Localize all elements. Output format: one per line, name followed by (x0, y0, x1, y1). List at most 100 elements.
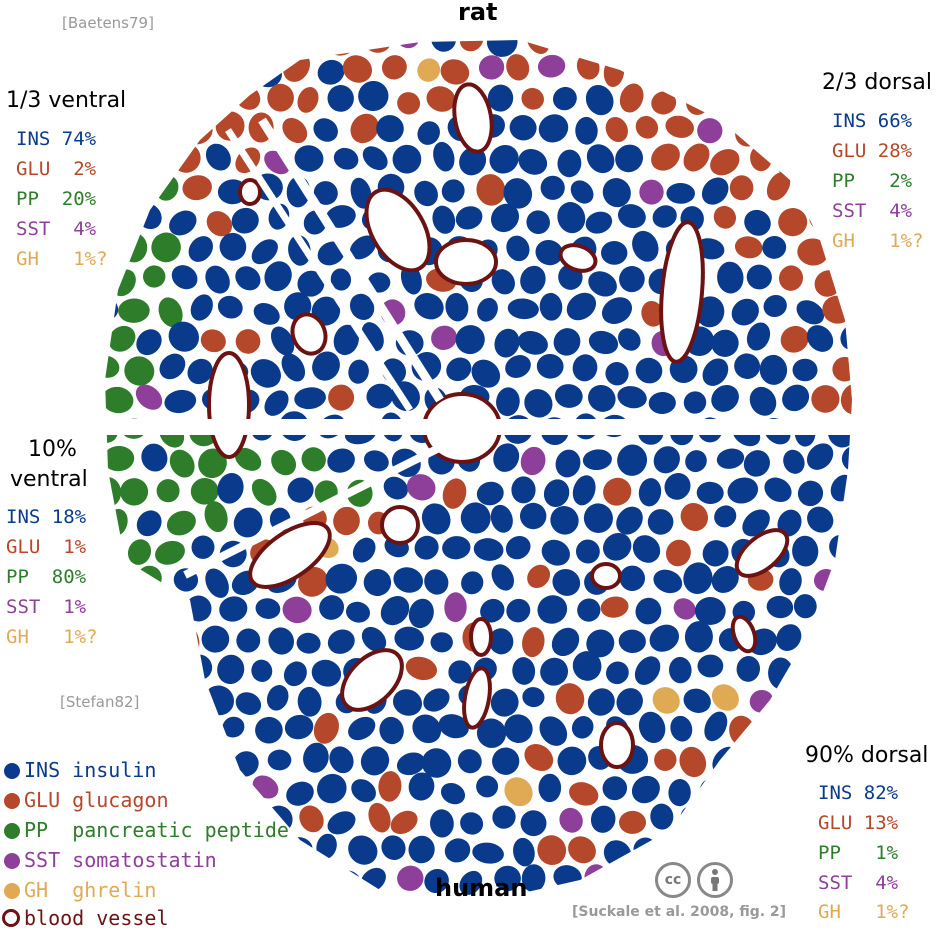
islet-cell (553, 328, 581, 356)
islet-cell (217, 295, 243, 319)
rat-dorsal-pp-row: PP 2% (832, 170, 912, 192)
legend-name: somatostatin (72, 848, 217, 872)
islet-cell (617, 867, 643, 898)
cc-license-icon[interactable]: cc (655, 862, 691, 898)
hormone-code: PP (16, 188, 39, 210)
islet-cell (734, 353, 761, 379)
legend-name: ghrelin (72, 878, 157, 902)
islet-cell (729, 175, 754, 201)
islet-cell (506, 598, 531, 623)
hormone-code: GLU (16, 158, 51, 180)
islet-cell (588, 330, 619, 355)
islet-cell (486, 40, 518, 57)
islet-cell (814, 40, 836, 50)
islet-cell (264, 390, 289, 416)
islet-cell (541, 539, 570, 566)
islet-cell (651, 91, 677, 115)
islet-cell (727, 477, 759, 504)
attribution-icon[interactable] (697, 862, 733, 898)
islet-cell (797, 238, 829, 266)
human-lobe-divider (183, 436, 457, 579)
islet-cell (583, 503, 613, 533)
islet-cell (107, 629, 136, 656)
islet-cell (779, 568, 802, 596)
islet-cell (796, 118, 824, 144)
islet-cell (433, 141, 455, 172)
islet-cell (426, 86, 456, 112)
islet-cell (294, 387, 326, 410)
islet-cell (793, 594, 817, 619)
islet-cell (366, 383, 394, 409)
islet-cell (109, 203, 136, 230)
islet-cell (204, 501, 228, 533)
islet-cell (748, 807, 772, 834)
human-dorsal-sst-row: SST 4% (818, 872, 898, 894)
islet-cell (557, 746, 587, 776)
islet-cell (455, 325, 485, 355)
islet-cell (317, 59, 345, 85)
islet-cell (156, 479, 180, 503)
islet-cell (511, 476, 536, 504)
islet-cell (477, 297, 498, 322)
islet-cell (319, 595, 345, 620)
islet-cell (205, 265, 230, 294)
islet-cell (268, 627, 294, 655)
islet-cell (476, 481, 504, 506)
islet-cell (734, 236, 763, 259)
islet-cell (186, 720, 209, 742)
islet-cell (490, 504, 513, 533)
blood-vessel (558, 243, 598, 273)
islet-cell (142, 624, 168, 653)
islet-cell (798, 174, 828, 204)
islet-cell (270, 863, 296, 889)
islet-cell (476, 718, 507, 748)
islet-cell (683, 688, 711, 713)
islet-cell (440, 782, 466, 805)
hormone-pct: 4% (863, 872, 899, 894)
islet-cell (397, 92, 421, 115)
islet-cell (188, 236, 213, 262)
islet-cell (763, 294, 787, 318)
human-ventral-pp-row: PP 80% (6, 566, 86, 588)
islet-cell (697, 654, 724, 678)
islet-cell (473, 538, 504, 561)
islet-cell (251, 239, 278, 265)
islet-cell (586, 144, 615, 174)
islet-cell (618, 629, 646, 654)
islet-cell (555, 683, 585, 715)
legend-code: SST (24, 848, 61, 872)
islet-cell (585, 84, 614, 116)
blood-vessels (207, 82, 790, 769)
islet-cell (379, 716, 404, 745)
islet-cell (537, 835, 567, 866)
islet-cell (414, 535, 439, 560)
islet-cell (639, 179, 664, 205)
islet-cell (461, 571, 484, 595)
rat-ventral-pp-row: PP 20% (16, 188, 96, 210)
hormone-pct: 1% (863, 842, 899, 864)
blood-vessel (340, 648, 404, 712)
islet-cell (536, 353, 564, 379)
hormone-code: PP (6, 566, 29, 588)
islet-cell (696, 55, 724, 80)
islet-cell (504, 714, 533, 744)
islet-cell (494, 328, 520, 358)
islet-cell (680, 502, 708, 532)
islet-cell (746, 264, 772, 290)
rat-dorsal-glu-row: GLU 28% (832, 140, 912, 162)
legend-name: glucagon (72, 788, 169, 812)
islet-cell (105, 149, 134, 177)
islet-cell (460, 812, 484, 835)
islet-cell (271, 449, 297, 476)
islet-cell (648, 391, 676, 415)
islet-cell (266, 40, 297, 51)
islet-cell (421, 748, 452, 778)
hormone-pct: 66% (877, 110, 913, 132)
islet-cell (776, 624, 802, 651)
islet-cell (635, 115, 659, 139)
sst-swatch-icon (4, 853, 20, 869)
islet-cell (198, 448, 227, 479)
islet-cell (408, 598, 434, 629)
islet-cell (807, 506, 834, 533)
blood-vessel (248, 521, 332, 589)
